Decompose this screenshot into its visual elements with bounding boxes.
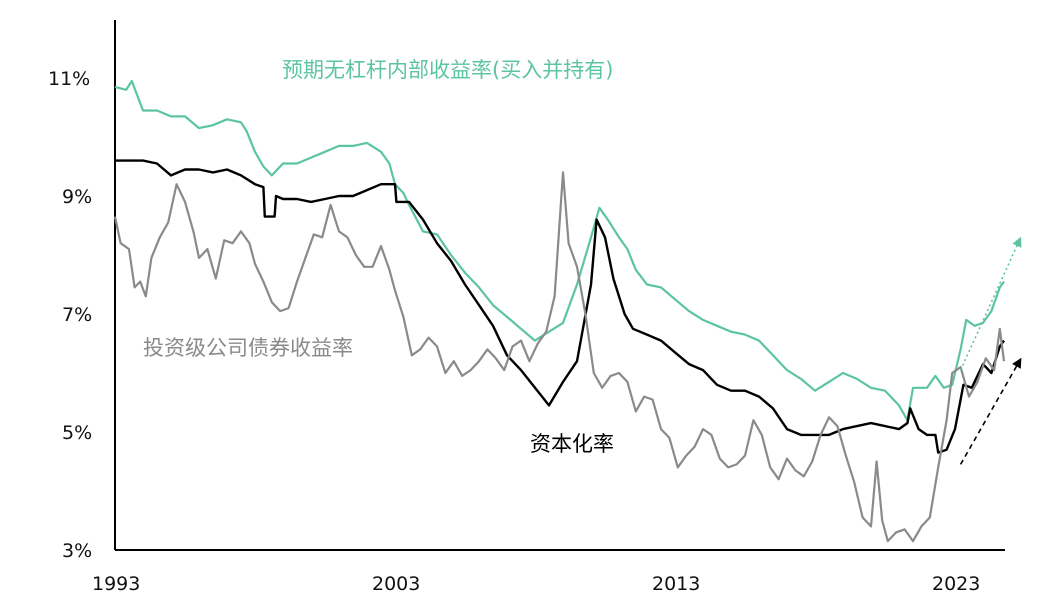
y-tick-label: 3% [62,540,92,562]
irr-series-label: 预期无杠杆内部收益率(买入并持有) [282,58,613,82]
y-tick-label: 9% [62,186,92,208]
y-tick-labels: 11% 9% 7% 5% 3% [48,68,92,562]
annotations: 预期无杠杆内部收益率(买入并持有) 投资级公司债券收益率 资本化率 [143,58,614,456]
x-tick-label: 2003 [372,573,420,595]
y-tick-label: 7% [62,304,92,326]
x-tick-label: 2013 [652,573,700,595]
cap-rate-series-label: 资本化率 [530,432,614,456]
series-line-ig-bond [113,171,1006,543]
bond-series-label: 投资级公司债券收益率 [143,336,353,360]
x-tick-label: 2023 [932,573,980,595]
axes [114,20,1005,551]
x-tick-label: 1993 [92,573,140,595]
trend-arrow-unlevered-irr [959,236,1022,371]
x-tick-labels: 1993 2003 2013 2023 [92,573,980,595]
series-layer [113,79,1006,543]
series-line-unlevered-irr [114,79,1005,422]
series-line-cap-rate [115,159,1005,454]
trend-arrows [959,236,1022,465]
y-tick-label: 5% [62,422,92,444]
y-tick-label: 11% [48,68,90,90]
trend-arrow-cap-rate [959,357,1022,465]
